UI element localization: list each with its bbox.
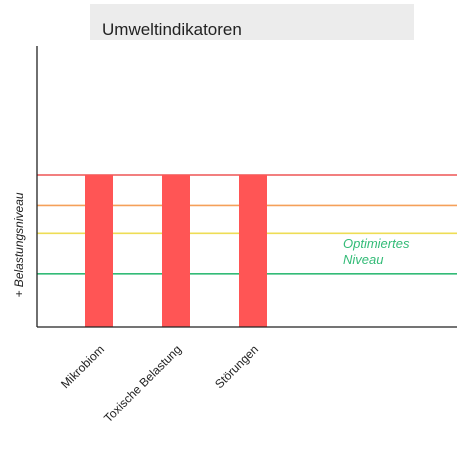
bar-1 bbox=[85, 175, 113, 327]
chart-title: Umweltindikatoren bbox=[102, 20, 242, 39]
bar-2 bbox=[162, 175, 190, 327]
y-axis-label: + Belastungsniveau bbox=[12, 192, 26, 297]
bar-3 bbox=[239, 175, 267, 327]
x-tick-label: Mikrobiom bbox=[58, 342, 107, 391]
x-tick-label: Störungen bbox=[212, 342, 261, 391]
optimized-level-annotation: Optimiertes Niveau bbox=[343, 236, 410, 267]
annotation-line-1: Optimiertes bbox=[343, 236, 410, 251]
annotation-line-2: Niveau bbox=[343, 252, 383, 267]
x-tick-label: Toxische Belastung bbox=[101, 342, 184, 425]
chart-title-box: Umweltindikatoren bbox=[90, 4, 414, 40]
bars bbox=[85, 175, 267, 327]
